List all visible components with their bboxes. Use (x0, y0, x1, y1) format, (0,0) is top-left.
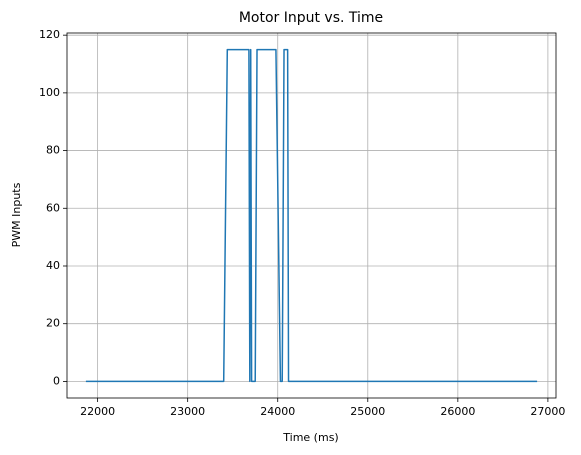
x-tick-label: 26000 (440, 405, 475, 418)
x-axis-label: Time (ms) (282, 431, 338, 444)
plot-frame (66, 32, 557, 399)
x-tick-label: 27000 (530, 405, 565, 418)
x-tick-label: 23000 (170, 405, 205, 418)
y-tick-label: 120 (39, 28, 60, 41)
y-tick-label: 20 (46, 317, 60, 330)
data-line (85, 48, 538, 383)
x-tick-label: 22000 (80, 405, 115, 418)
y-tick-label: 100 (39, 86, 60, 99)
y-axis-label: PWM Inputs (10, 182, 23, 247)
y-tick-label: 40 (46, 259, 60, 272)
y-tick-label: 0 (53, 374, 60, 387)
x-tick-label: 25000 (350, 405, 385, 418)
x-tick-label: 24000 (260, 405, 295, 418)
chart-title: Motor Input vs. Time (239, 10, 383, 26)
y-tick-label: 80 (46, 144, 60, 157)
y-tick-label: 60 (46, 201, 60, 214)
